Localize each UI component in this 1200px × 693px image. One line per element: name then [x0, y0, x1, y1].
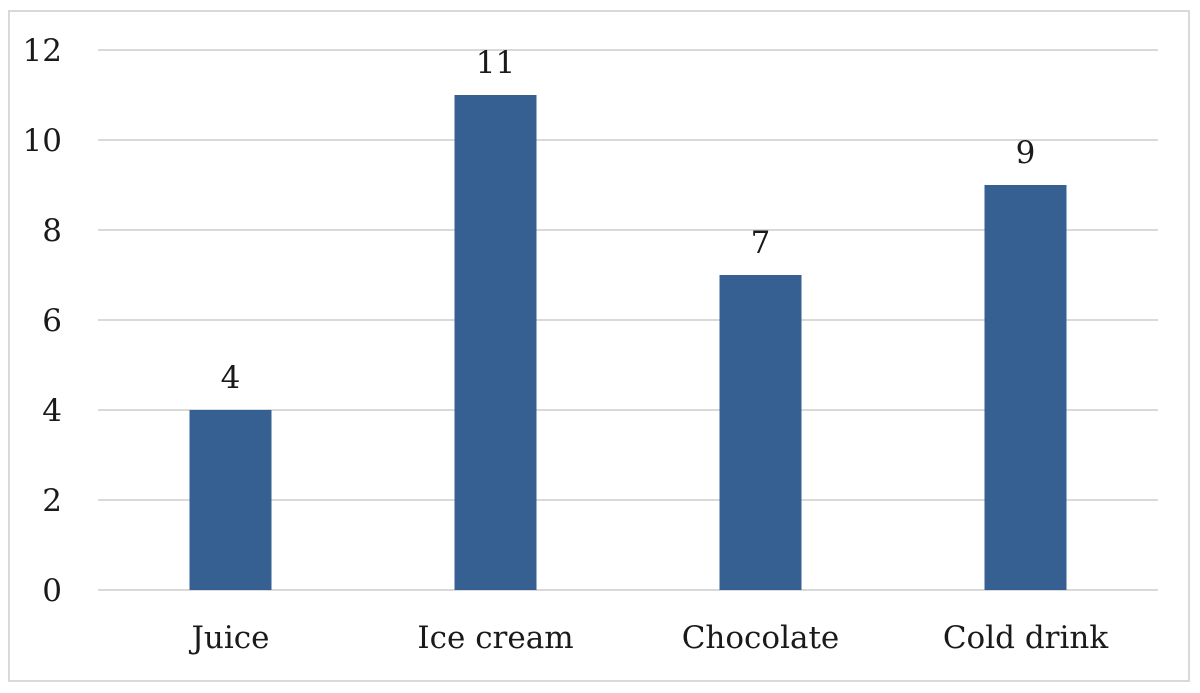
data-labels: 4 11 7 9 — [221, 45, 1036, 396]
data-label: 4 — [221, 360, 241, 396]
bar-cold-drink — [984, 185, 1067, 590]
x-category-label: Cold drink — [943, 620, 1109, 656]
data-label: 7 — [751, 225, 771, 261]
y-tick-label: 8 — [42, 213, 62, 249]
x-category-label: Ice cream — [417, 620, 573, 656]
x-category-label: Juice — [188, 620, 269, 656]
y-tick-label: 2 — [42, 483, 62, 519]
y-tick-label: 10 — [23, 123, 62, 159]
x-axis-categories: Juice Ice cream Chocolate Cold drink — [188, 620, 1108, 656]
y-tick-label: 12 — [23, 33, 62, 69]
data-label: 9 — [1016, 135, 1036, 171]
bar-juice — [189, 410, 272, 590]
x-category-label: Chocolate — [682, 620, 840, 656]
gridlines — [98, 49, 1158, 591]
bar-chocolate — [719, 275, 802, 590]
bar-ice-cream — [454, 95, 537, 590]
bars — [189, 95, 1067, 590]
y-tick-label: 0 — [42, 573, 62, 609]
y-tick-label: 6 — [42, 303, 62, 339]
y-axis-ticks: 0 2 4 6 8 10 12 — [23, 33, 62, 609]
y-tick-label: 4 — [42, 393, 62, 429]
data-label: 11 — [476, 45, 515, 81]
